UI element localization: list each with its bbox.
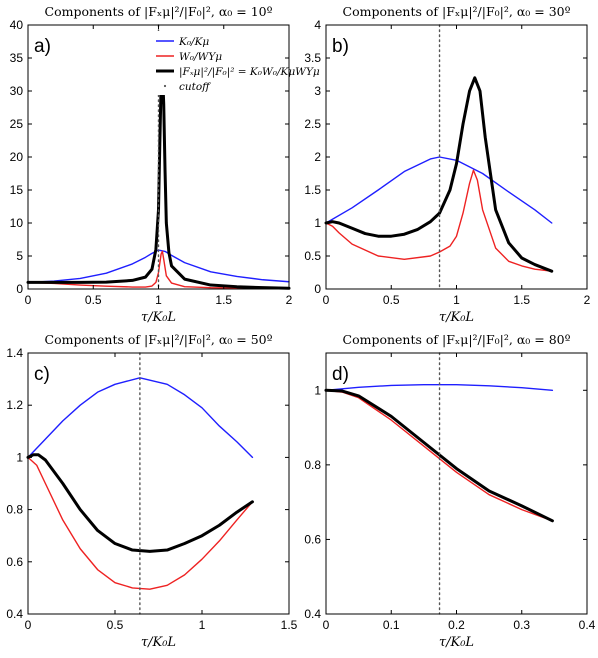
y-tick-label: 40 [10,18,24,32]
chart-panel-2: Components of |Fₓμ|²/|F₀|², α₀ = 30º 0 0.5… [304,4,590,325]
y-tick-label: 0.4 [6,607,23,621]
legend-entry-label: K₀/Kμ [178,36,209,48]
series-line-3 [26,453,254,553]
series-line-2 [325,169,553,272]
legend-entry-label: cutoff [179,81,211,93]
y-tick-label: 1.5 [304,183,321,197]
x-tick-label: 0.5 [107,618,124,632]
x-tick-label: 1 [155,293,162,307]
y-tick-label: 0.4 [304,607,321,621]
y-tick-label: 0.8 [6,503,23,517]
x-tick-label: 0 [25,618,32,632]
y-tick-label: 2.5 [304,117,321,131]
panel-title: Components of |Fₓμ|²/|F₀|², α₀ = 50º [45,332,273,347]
chart-panel-3: Components of |Fₓμ|²/|F₀|², α₀ = 50º 0 0.5… [6,332,297,650]
panel-label: d) [332,364,349,385]
series-line-3 [324,388,554,523]
y-tick-label: 30 [10,84,24,98]
legend-entry-label: |Fₓμ|²/|F₀|² = K₀W₀/KμWΥμ [179,66,320,79]
y-tick-label: 1.2 [6,398,23,412]
y-tick-label: 10 [10,216,24,230]
x-tick-label: 2 [584,293,591,307]
x-axis-label: τ/K₀L [141,310,176,325]
chart-panel-1: Components of |Fₓμ|²/|F₀|², α₀ = 10º 0 0.5… [10,4,320,325]
y-tick-label: 3 [314,84,321,98]
y-tick-label: 25 [10,117,24,131]
panel-label: b) [332,36,349,57]
x-tick-label: 1.5 [281,618,298,632]
y-tick-label: 1 [314,383,321,397]
x-tick-label: 1 [453,293,460,307]
x-tick-label: 0.4 [579,618,596,632]
legend-entry-label: W₀/WΥμ [179,51,222,63]
x-tick-label: 0.2 [448,618,465,632]
y-tick-label: 0.6 [304,532,321,546]
panel-title: Components of |Fₓμ|²/|F₀|², α₀ = 10º [45,4,273,19]
y-tick-label: 15 [10,183,24,197]
y-tick-label: 0.6 [6,555,23,569]
x-tick-label: 0 [323,618,330,632]
x-tick-label: 0.5 [383,293,400,307]
x-tick-label: 1.5 [513,293,530,307]
legend: K₀/Kμ W₀/WΥμ |Fₓμ|²/|F₀|² = K₀W₀/KμWΥμ cuto… [150,31,320,95]
legend-swatch [163,84,167,88]
y-tick-label: 0.8 [304,458,321,472]
series-line-3 [324,76,554,273]
panel-title: Components of |Fₓμ|²/|F₀|², α₀ = 80º [343,332,571,347]
x-axis-label: τ/K₀L [141,635,176,650]
x-tick-label: 0.1 [383,618,400,632]
y-tick-label: 1 [314,216,321,230]
y-tick-label: 4 [314,18,321,32]
x-axis-label: τ/K₀L [439,310,474,325]
panel-label: a) [34,36,51,57]
y-tick-label: 2 [314,150,321,164]
x-tick-label: 1.5 [215,293,232,307]
x-tick-label: 0 [25,293,32,307]
y-tick-label: 1 [16,450,23,464]
x-tick-label: 2 [286,293,293,307]
x-tick-label: 1 [199,618,206,632]
chart-panel-4: Components of |Fₓμ|²/|F₀|², α₀ = 80º 0 0.1… [304,332,595,650]
y-tick-label: 0.5 [304,249,321,263]
panel-label: c) [34,364,50,385]
axes-frame [27,352,290,615]
y-tick-label: 1.4 [6,346,23,360]
x-tick-label: 0.3 [513,618,530,632]
y-tick-label: 0 [16,282,23,296]
x-tick-label: 0 [323,293,330,307]
y-tick-label: 20 [10,150,24,164]
y-tick-label: 3.5 [304,51,321,65]
y-tick-label: 35 [10,51,24,65]
series-line-2 [27,456,254,590]
series-line-2 [27,250,290,290]
y-tick-label: 5 [16,249,23,263]
x-axis-label: τ/K₀L [439,635,474,650]
x-tick-label: 0.5 [85,293,102,307]
y-tick-label: 0 [314,282,321,296]
panel-title: Components of |Fₓμ|²/|F₀|², α₀ = 30º [343,4,571,19]
